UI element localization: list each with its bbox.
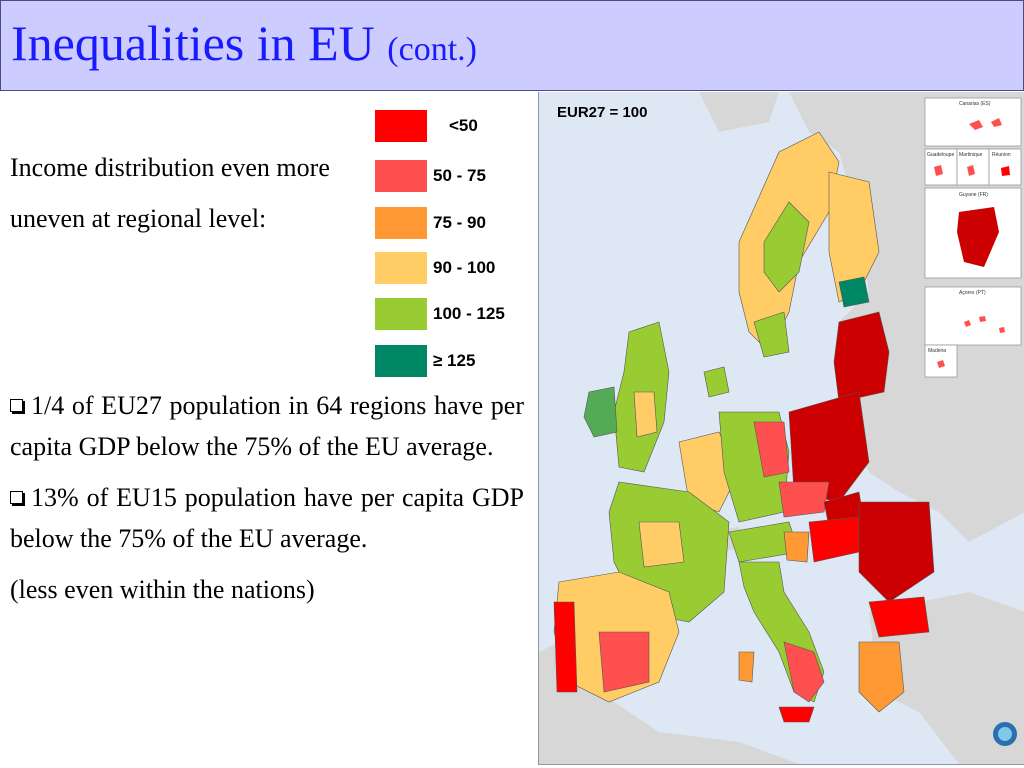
legend-label: 75 - 90 — [433, 213, 486, 232]
legend-item-below-50: <50 — [375, 110, 545, 142]
legend-label: ≥ 125 — [433, 351, 476, 370]
map-reference-label: EUR27 = 100 — [557, 104, 648, 121]
region-stockholm — [753, 311, 790, 358]
legend-item-125-plus: ≥ 125 — [375, 345, 545, 377]
region-czechia — [778, 481, 830, 518]
eurostat-logo-icon — [993, 722, 1017, 746]
inset-martinique — [956, 148, 990, 186]
region-greece — [858, 641, 905, 713]
map-graphic: Canarias (ES) Guadeloupe Martinique Réun… — [539, 92, 1024, 764]
inset-label-martinique: Martinique — [959, 152, 983, 158]
region-ireland — [583, 386, 618, 438]
region-portugal — [553, 601, 578, 693]
inset-acores — [924, 286, 1022, 346]
region-slovenia — [783, 531, 810, 563]
inset-label-canarias: Canarias (ES) — [959, 101, 991, 107]
eu-regional-gdp-map: Canarias (ES) Guadeloupe Martinique Réun… — [538, 92, 1024, 765]
bullet-list: 1/4 of EU27 population in 64 regions hav… — [10, 385, 524, 610]
inset-label-guyane: Guyane (FR) — [959, 192, 988, 198]
legend-swatch — [375, 345, 427, 377]
region-uk-north — [633, 391, 658, 438]
legend-label: 90 - 100 — [433, 258, 496, 277]
region-spain-south — [598, 631, 650, 693]
legend-swatch — [375, 252, 427, 284]
legend-swatch — [375, 160, 427, 192]
legend-swatch — [375, 298, 427, 330]
legend-label: 50 - 75 — [433, 166, 486, 185]
canarias-islands — [969, 118, 1002, 130]
reunion-island — [1001, 166, 1010, 176]
inset-label-madeira: Madeira — [928, 348, 946, 354]
region-sweden-north — [763, 201, 810, 293]
region-denmark — [703, 366, 730, 398]
inset-label-guadeloupe: Guadeloupe — [927, 152, 954, 158]
region-helsinki — [838, 276, 870, 308]
legend-swatch — [375, 110, 427, 142]
bullet-item: 13% of EU15 population have per capita G… — [10, 477, 524, 559]
region-east-germany — [753, 421, 790, 478]
bullet-text: 13% of EU15 population have per capita G… — [10, 483, 524, 553]
madeira-island — [937, 360, 945, 368]
legend-item-100-125: 100 - 125 — [375, 298, 545, 330]
inset-label-acores: Açores (PT) — [959, 290, 986, 296]
title-cont: (cont.) — [387, 31, 477, 68]
bullet-square-icon — [10, 398, 23, 412]
bullet-square-icon — [10, 490, 23, 504]
region-france-west — [638, 521, 685, 568]
bullet-item: 1/4 of EU27 population in 64 regions hav… — [10, 385, 524, 467]
legend-label: <50 — [449, 116, 478, 135]
guadeloupe-island — [934, 165, 943, 176]
outermost-regions-insets: Canarias (ES) Guadeloupe Martinique Réun… — [924, 97, 1022, 378]
acores-islands — [964, 316, 1005, 333]
region-italy-south — [783, 641, 825, 703]
martinique-island — [967, 165, 975, 176]
legend-label: 100 - 125 — [433, 304, 505, 323]
legend-item-90-100: 90 - 100 — [375, 252, 545, 284]
region-romania — [858, 501, 935, 603]
intro-text: Income distribution even more uneven at … — [10, 153, 330, 233]
region-bulgaria — [868, 596, 930, 638]
bullet-text: 1/4 of EU27 population in 64 regions hav… — [10, 391, 524, 461]
inset-canarias — [924, 97, 1022, 147]
region-sicily — [778, 706, 815, 723]
region-sardinia — [738, 651, 755, 683]
title-main: Inequalities in EU — [11, 15, 375, 71]
title-bar: Inequalities in EU (cont.) — [0, 0, 1024, 91]
region-baltics — [833, 311, 890, 403]
inset-label-reunion: Réunion — [992, 152, 1011, 158]
legend-item-50-75: 50 - 75 — [375, 160, 545, 192]
note-text: (less even within the nations) — [10, 575, 315, 604]
legend-item-75-90: 75 - 90 — [375, 207, 545, 239]
region-poland — [788, 391, 870, 503]
guyane-territory — [957, 207, 999, 267]
legend-swatch — [375, 207, 427, 239]
slide-title: Inequalities in EU (cont.) — [11, 13, 477, 80]
